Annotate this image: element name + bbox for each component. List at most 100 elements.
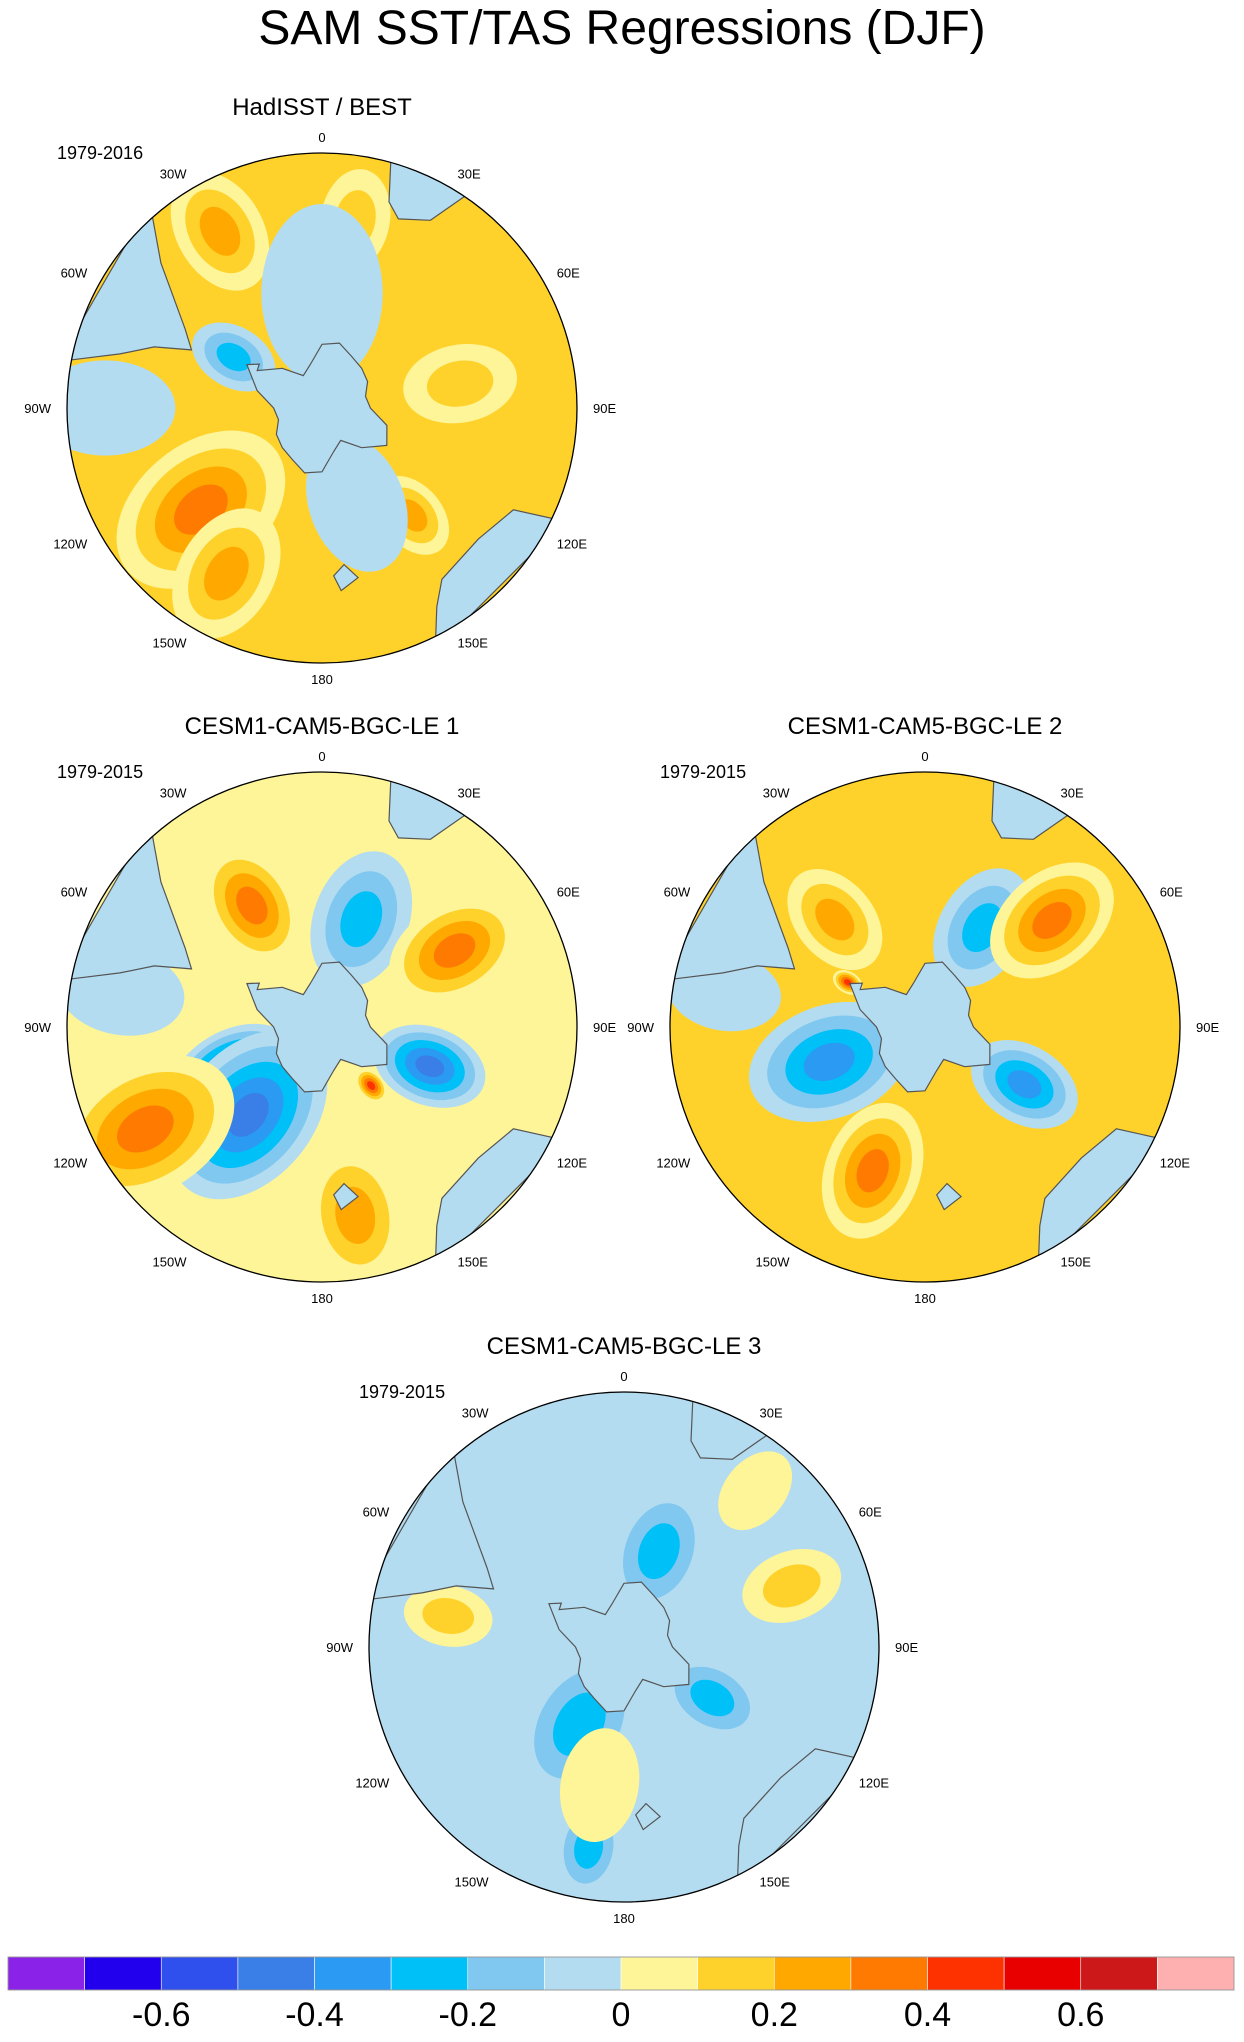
anomaly-contour <box>340 891 383 948</box>
colorbar-swatch <box>697 1956 775 1991</box>
panel-period: 1979-2015 <box>359 1382 445 1402</box>
longitude-label: 90W <box>24 401 51 416</box>
anomaly-contour <box>815 898 855 941</box>
colorbar-tick-label: -0.6 <box>132 1996 191 2034</box>
longitude-label: 30W <box>763 785 790 800</box>
longitude-label: 30W <box>160 785 187 800</box>
anomaly-contour <box>236 886 268 925</box>
antarctica-coastline <box>246 342 388 474</box>
longitude-label: 120W <box>355 1776 390 1791</box>
longitude-label: 120E <box>1160 1156 1191 1171</box>
colorbar-tick-label: -0.4 <box>285 1996 344 2034</box>
anomaly-contour <box>690 1679 735 1717</box>
colorbar-frame <box>7 1956 1235 1991</box>
anomaly-field <box>67 153 577 663</box>
colorbar-swatch <box>1157 1956 1235 1991</box>
colorbar-tick-label: 0.6 <box>1057 1996 1104 2034</box>
colorbar-swatch <box>160 1956 239 1991</box>
longitude-label: 120W <box>656 1156 691 1171</box>
colorbar-swatch <box>620 1956 698 1991</box>
figure-title: SAM SST/TAS Regressions (DJF) <box>258 2 985 55</box>
longitude-label: 180 <box>311 672 333 687</box>
panel-cesm1-cam5-bgc-le-2: CESM1-CAM5-BGC-LE 2 1979-2015 0 30E 60E 90E 12… <box>627 713 1219 1306</box>
panel-hadisst-best: HadISST / BEST 1979-2016 0 30E 60E 90E 120E 150… <box>24 94 616 687</box>
longitude-label: 30E <box>760 1405 783 1420</box>
longitude-label: 90W <box>24 1020 51 1035</box>
longitude-label: 150W <box>153 1255 188 1270</box>
new-zealand-coastline <box>935 1182 963 1211</box>
longitude-label: 60E <box>557 266 580 281</box>
panel-title: CESM1-CAM5-BGC-LE 2 <box>788 713 1063 740</box>
colorbar-tick-label: 0.2 <box>751 1996 798 2034</box>
colorbar-swatch <box>850 1956 928 1991</box>
anomaly-contour <box>1007 1070 1042 1099</box>
map-boundary <box>66 152 578 664</box>
longitude-label: 0 <box>318 130 325 145</box>
longitude-label: 0 <box>318 749 325 764</box>
longitude-label: 30W <box>160 166 187 181</box>
anomaly-contour <box>637 1523 680 1580</box>
longitude-label: 150W <box>756 1255 791 1270</box>
anomaly-contour <box>261 204 383 383</box>
antarctica-coastline <box>548 1581 690 1713</box>
anomaly-contour <box>367 1081 376 1090</box>
longitude-label: 180 <box>311 1291 333 1306</box>
panel-title: CESM1-CAM5-BGC-LE 3 <box>487 1333 762 1360</box>
colorbar-swatch <box>773 1956 852 1991</box>
map-boundary <box>66 771 578 1283</box>
anomaly-contour <box>762 1564 821 1608</box>
longitude-label: 120E <box>557 1156 588 1171</box>
colorbar-tick-label: -0.2 <box>439 1996 498 2034</box>
panel-cesm1-cam5-bgc-le-3: CESM1-CAM5-BGC-LE 3 1979-2015 0 30E 60E 90E 12… <box>326 1333 918 1926</box>
map-panels: HadISST / BEST 1979-2016 0 30E 60E 90E 120E 150… <box>24 94 1219 1926</box>
longitude-label: 0 <box>921 749 928 764</box>
panel-title: CESM1-CAM5-BGC-LE 1 <box>185 713 460 740</box>
colorbar-tick-label: 0.4 <box>904 1996 951 2034</box>
colorbar-swatch <box>7 1956 85 1991</box>
panel-period: 1979-2016 <box>57 143 143 163</box>
map-boundary <box>368 1391 880 1903</box>
longitude-label: 90E <box>593 1020 616 1035</box>
colorbar-swatch <box>1080 1956 1158 1991</box>
longitude-label: 150E <box>458 636 489 651</box>
anomaly-contour <box>422 1597 475 1635</box>
antarctica-coastline <box>246 961 388 1093</box>
longitude-label: 150E <box>458 1255 489 1270</box>
longitude-label: 120W <box>53 1156 88 1171</box>
anomaly-contour <box>67 360 176 456</box>
longitude-label: 30E <box>458 166 481 181</box>
anomaly-field <box>67 772 577 1282</box>
anomaly-contour <box>117 1105 174 1153</box>
anomaly-contour <box>227 1093 269 1137</box>
colorbar-swatch <box>544 1956 622 1991</box>
colorbar-swatch <box>927 1956 1005 1991</box>
anomaly-contour <box>204 546 249 601</box>
longitude-label: 90W <box>326 1640 353 1655</box>
new-zealand-coastline <box>332 563 360 592</box>
longitude-label: 180 <box>914 1291 936 1306</box>
anomaly-field <box>369 1392 879 1902</box>
anomaly-contour <box>856 1149 889 1193</box>
panel-title: HadISST / BEST <box>232 94 412 121</box>
longitude-label: 60E <box>557 885 580 900</box>
longitude-label: 60E <box>1160 885 1183 900</box>
longitude-label: 30W <box>462 1405 489 1420</box>
longitude-label: 60W <box>363 1505 390 1520</box>
longitude-label: 30E <box>458 785 481 800</box>
longitude-label: 150E <box>1061 1255 1092 1270</box>
anomaly-contour <box>199 206 241 256</box>
new-zealand-coastline <box>634 1802 662 1831</box>
anomaly-contour <box>306 435 408 572</box>
anomaly-contour <box>1032 901 1072 939</box>
colorbar-swatch <box>1003 1956 1082 1991</box>
longitude-label: 60W <box>61 885 88 900</box>
longitude-label: 60W <box>61 266 88 281</box>
anomaly-contour <box>415 1055 445 1078</box>
anomaly-field <box>670 772 1180 1282</box>
longitude-label: 150W <box>455 1875 490 1890</box>
longitude-label: 90E <box>593 401 616 416</box>
colorbar-swatch <box>390 1956 469 1991</box>
colorbar-swatch <box>84 1956 162 1991</box>
anomaly-contour <box>803 1042 855 1081</box>
panel-cesm1-cam5-bgc-le-1: CESM1-CAM5-BGC-LE 1 1979-2015 0 30E 60E 90E 12… <box>24 713 616 1306</box>
